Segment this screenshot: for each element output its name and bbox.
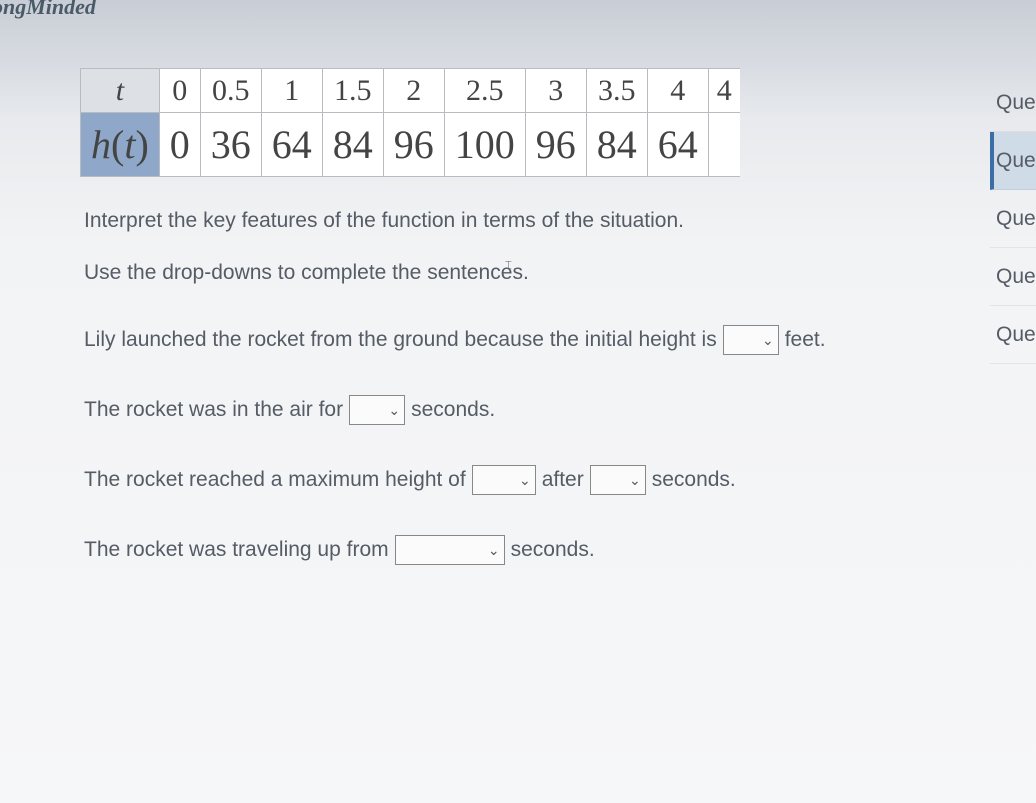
dropdown-max-time[interactable]: ⌄	[590, 465, 646, 495]
chevron-down-icon: ⌄	[488, 542, 500, 559]
main-content: t 0 0.5 1 1.5 2 2.5 3 3.5 4 4 h(t) 0 36 …	[0, 0, 1036, 565]
sentence-traveling-up: The rocket was traveling up from ⌄ secon…	[84, 535, 1036, 565]
h-val: 96	[525, 113, 586, 177]
nav-question-5[interactable]: Quest	[990, 306, 1036, 364]
t-val: 4	[708, 69, 740, 113]
t-val: 3.5	[586, 69, 647, 113]
t-label: t	[81, 69, 160, 113]
chevron-down-icon: ⌄	[762, 332, 774, 349]
h-val: 84	[586, 113, 647, 177]
sentence-text: Lily launched the rocket from the ground…	[84, 328, 717, 352]
dropdown-max-height[interactable]: ⌄	[472, 465, 536, 495]
t-val: 1	[261, 69, 322, 113]
sentence-air-time: The rocket was in the air for ⌄ seconds.	[84, 395, 1036, 425]
h-val: 96	[383, 113, 444, 177]
h-val: 84	[322, 113, 383, 177]
t-val: 1.5	[322, 69, 383, 113]
table-header-row: t 0 0.5 1 1.5 2 2.5 3 3.5 4 4	[81, 69, 740, 113]
chevron-down-icon: ⌄	[629, 472, 641, 489]
function-table: t 0 0.5 1 1.5 2 2.5 3 3.5 4 4 h(t) 0 36 …	[80, 68, 740, 177]
sentence-text: seconds.	[511, 538, 595, 562]
h-val: 64	[261, 113, 322, 177]
sentence-text: after	[542, 468, 584, 492]
nav-question-4[interactable]: Quest	[990, 248, 1036, 306]
h-val	[708, 113, 740, 177]
dropdown-traveling-up[interactable]: ⌄	[395, 535, 505, 565]
h-val: 0	[159, 113, 200, 177]
chevron-down-icon: ⌄	[388, 402, 400, 419]
nav-question-2[interactable]: Ques	[990, 132, 1036, 190]
t-val: 4	[647, 69, 708, 113]
question-nav: Ques Ques Ques Quest Quest	[990, 74, 1036, 364]
prompt-interpret: Interpret the key features of the functi…	[84, 209, 1036, 233]
table-value-row: h(t) 0 36 64 84 96 100 96 84 64	[81, 113, 740, 177]
sentence-text: The rocket was in the air for	[84, 398, 343, 422]
prompt-use-dropdowns: Use the drop-downs to complete the sente…	[84, 261, 1036, 285]
h-of-t-label: h(t)	[81, 113, 160, 177]
h-val: 64	[647, 113, 708, 177]
t-val: 0	[159, 69, 200, 113]
sentence-text: The rocket was traveling up from	[84, 538, 389, 562]
dropdown-air-time[interactable]: ⌄	[349, 395, 405, 425]
dropdown-initial-height[interactable]: ⌄	[723, 325, 779, 355]
t-val: 0.5	[200, 69, 261, 113]
sentence-max-height: The rocket reached a maximum height of ⌄…	[84, 465, 1036, 495]
t-val: 2.5	[444, 69, 525, 113]
prompt-area: Interpret the key features of the functi…	[80, 209, 1036, 565]
h-val: 100	[444, 113, 525, 177]
t-val: 3	[525, 69, 586, 113]
nav-question-1[interactable]: Ques	[990, 74, 1036, 132]
nav-question-3[interactable]: Ques	[990, 190, 1036, 248]
brand-fragment: ongMinded	[0, 0, 96, 20]
sentence-text: seconds.	[652, 468, 736, 492]
chevron-down-icon: ⌄	[519, 472, 531, 489]
sentence-text: The rocket reached a maximum height of	[84, 468, 466, 492]
sentence-initial-height: Lily launched the rocket from the ground…	[84, 325, 1036, 355]
h-val: 36	[200, 113, 261, 177]
sentence-text: feet.	[785, 328, 826, 352]
t-val: 2	[383, 69, 444, 113]
sentence-text: seconds.	[411, 398, 495, 422]
